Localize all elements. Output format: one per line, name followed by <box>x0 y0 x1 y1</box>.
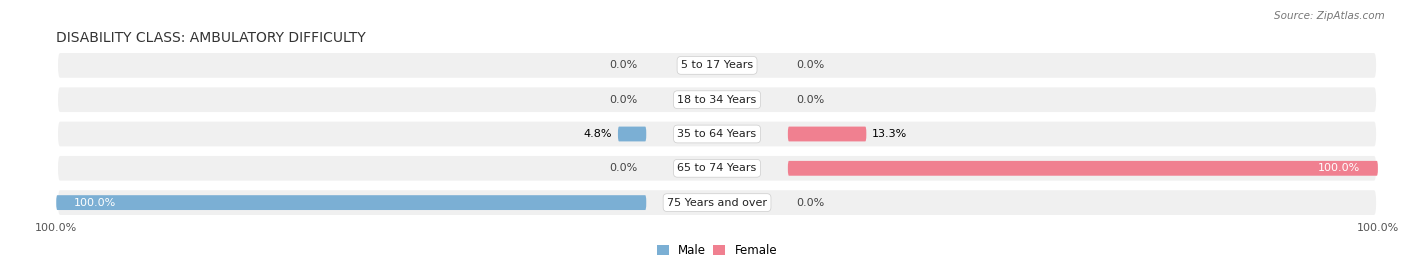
Text: 0.0%: 0.0% <box>797 198 825 208</box>
Text: 0.0%: 0.0% <box>609 60 637 70</box>
Text: Source: ZipAtlas.com: Source: ZipAtlas.com <box>1274 11 1385 21</box>
FancyBboxPatch shape <box>787 126 866 142</box>
Text: DISABILITY CLASS: AMBULATORY DIFFICULTY: DISABILITY CLASS: AMBULATORY DIFFICULTY <box>56 32 366 46</box>
Text: 35 to 64 Years: 35 to 64 Years <box>678 129 756 139</box>
Text: 0.0%: 0.0% <box>609 95 637 105</box>
Text: 0.0%: 0.0% <box>609 163 637 173</box>
Text: 13.3%: 13.3% <box>872 129 907 139</box>
FancyBboxPatch shape <box>617 126 647 142</box>
FancyBboxPatch shape <box>58 190 1376 215</box>
FancyBboxPatch shape <box>787 161 1378 176</box>
Text: 4.8%: 4.8% <box>583 129 612 139</box>
FancyBboxPatch shape <box>58 53 1376 78</box>
FancyBboxPatch shape <box>58 87 1376 112</box>
FancyBboxPatch shape <box>56 195 647 210</box>
Text: 75 Years and over: 75 Years and over <box>666 198 768 208</box>
Legend: Male, Female: Male, Female <box>652 239 782 262</box>
Text: 18 to 34 Years: 18 to 34 Years <box>678 95 756 105</box>
Text: 65 to 74 Years: 65 to 74 Years <box>678 163 756 173</box>
FancyBboxPatch shape <box>58 156 1376 181</box>
Text: 5 to 17 Years: 5 to 17 Years <box>681 60 754 70</box>
FancyBboxPatch shape <box>58 122 1376 146</box>
Text: 0.0%: 0.0% <box>797 95 825 105</box>
Text: 0.0%: 0.0% <box>797 60 825 70</box>
Text: 100.0%: 100.0% <box>75 198 117 208</box>
Text: 100.0%: 100.0% <box>1317 163 1360 173</box>
